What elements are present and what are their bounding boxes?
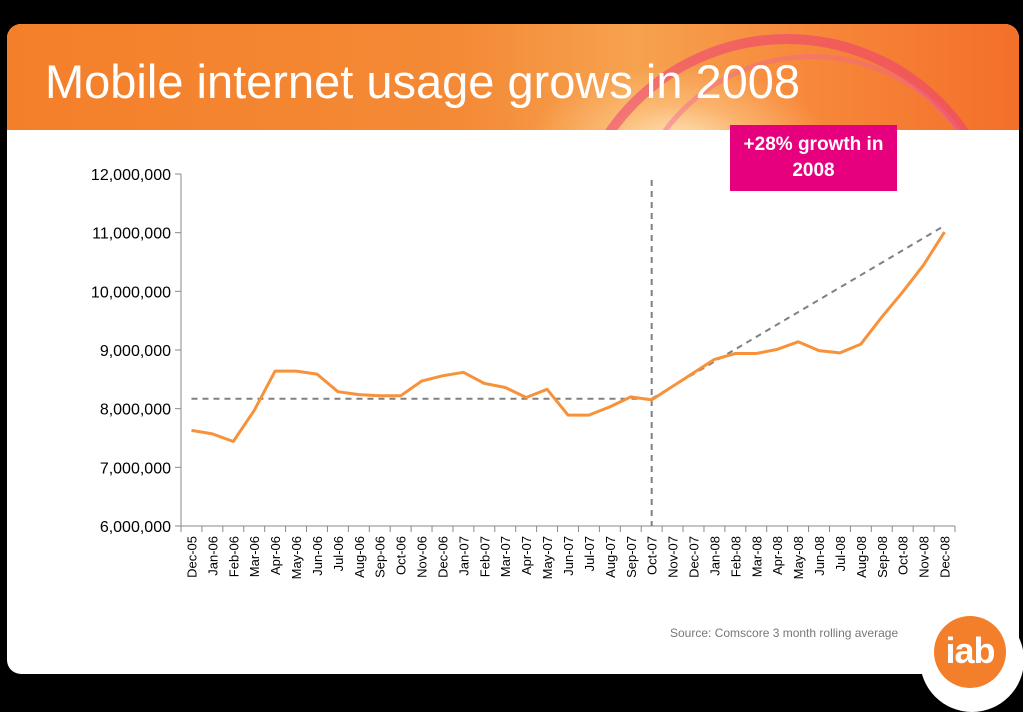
x-tick-labels: Dec-05 Jan-06 Feb-06 Mar-06 Apr-06 May-06 Jun-… <box>184 536 952 579</box>
x-tick-label: Jan-07 <box>456 536 471 576</box>
x-tick-label: Jan-06 <box>205 536 220 576</box>
x-tick-label: Apr-07 <box>519 536 534 575</box>
iab-logo: iab <box>920 608 1023 712</box>
x-tick-label: Aug-08 <box>854 536 869 578</box>
x-tick-label: Apr-08 <box>770 536 785 575</box>
x-tick-label: Jun-08 <box>812 536 827 576</box>
y-tick-label: 9,000,000 <box>100 343 171 360</box>
x-tick-label: Sep-08 <box>875 536 890 578</box>
x-tick-label: Dec-06 <box>435 536 450 578</box>
header-banner: Mobile internet usage grows in 2008 <box>7 24 1019 130</box>
growth-callout: +28% growth in 2008 <box>730 125 897 191</box>
x-tick-label: Jan-08 <box>707 536 722 576</box>
x-tick-label: Mar-06 <box>247 536 262 577</box>
y-tick-label: 11,000,000 <box>92 226 171 243</box>
y-tick-label: 8,000,000 <box>100 402 171 419</box>
chart-series <box>191 231 946 443</box>
x-tick-label: Sep-07 <box>624 536 639 578</box>
x-tick-label: Nov-08 <box>917 536 932 578</box>
page-title: Mobile internet usage grows in 2008 <box>45 55 801 108</box>
x-tick-label: Nov-06 <box>415 536 430 578</box>
chart-axes <box>175 173 956 532</box>
x-tick-label: Nov-07 <box>666 536 681 578</box>
x-tick-label: Mar-07 <box>498 536 513 577</box>
x-tick-label: Aug-07 <box>603 536 618 578</box>
y-tick-labels: 6,000,000 7,000,000 8,000,000 9,000,000 10,0… <box>91 167 171 536</box>
x-tick-label: Jun-06 <box>310 536 325 576</box>
x-tick-label: Jul-06 <box>331 536 346 571</box>
y-tick-label: 7,000,000 <box>100 460 171 477</box>
y-tick-label: 6,000,000 <box>100 519 171 536</box>
x-tick-label: Feb-08 <box>728 536 743 577</box>
x-tick-label: Oct-07 <box>645 536 660 575</box>
y-tick-label: 10,000,000 <box>91 284 171 301</box>
iab-logo-mark: iab <box>934 616 1006 688</box>
x-tick-label: May-06 <box>289 536 304 579</box>
x-tick-label: Dec-07 <box>687 536 702 578</box>
x-tick-label: Oct-06 <box>394 536 409 575</box>
series-line <box>191 231 946 443</box>
x-tick-label: Apr-06 <box>268 536 283 575</box>
x-tick-label: May-07 <box>540 536 555 579</box>
source-note: Source: Comscore 3 month rolling average <box>670 626 899 640</box>
y-tick-label: 12,000,000 <box>91 167 171 184</box>
x-tick-label: May-08 <box>791 536 806 579</box>
x-tick-label: Oct-08 <box>896 536 911 575</box>
x-tick-label: Feb-06 <box>226 536 241 577</box>
x-tick-label: Sep-06 <box>373 536 388 578</box>
x-tick-label: Feb-07 <box>477 536 492 577</box>
x-tick-label: Jul-07 <box>582 536 597 571</box>
x-tick-label: Mar-08 <box>749 536 764 577</box>
x-tick-label: Jun-07 <box>561 536 576 576</box>
x-tick-label: Jul-08 <box>833 536 848 571</box>
x-tick-label: Dec-08 <box>938 536 953 578</box>
x-tick-label: Aug-06 <box>352 536 367 578</box>
x-tick-label: Dec-05 <box>184 536 199 578</box>
